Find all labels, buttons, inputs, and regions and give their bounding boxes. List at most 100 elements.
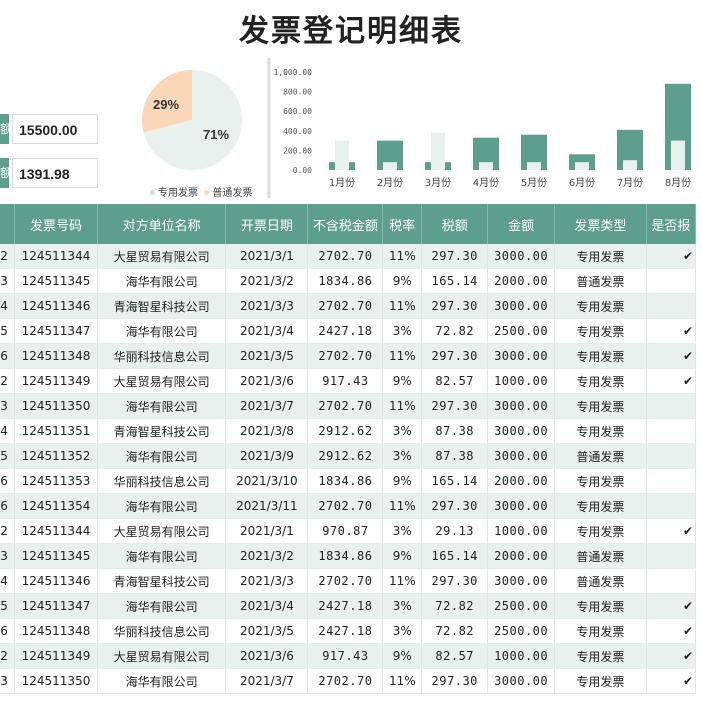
cell-col-counterparty: 海华有限公司 xyxy=(97,318,227,344)
cell-col-tax-rate: 11% xyxy=(382,568,423,594)
pie-slice-normal xyxy=(142,70,192,133)
cell-col-tax-amount: 297.30 xyxy=(421,668,489,694)
table-row[interactable]: 6 124511348 华丽科技信息公司 2021/3/5 2427.18 3% 72.82… xyxy=(0,618,697,644)
cell-col-tax-amount: 72.82 xyxy=(421,618,489,644)
cell-col-seq: 6 xyxy=(0,618,16,644)
cell-col-total-amount: 1000.00 xyxy=(487,518,555,544)
cell-col-reimbursed xyxy=(646,493,697,519)
cell-col-invoice-number: 124511348 xyxy=(14,618,98,644)
table-row[interactable]: 4 124511351 青海智星科技公司 2021/3/8 2912.62 3% 87.38… xyxy=(0,418,697,444)
cell-col-tax-rate: 11% xyxy=(382,293,423,319)
cell-col-tax-amount: 165.14 xyxy=(421,468,489,494)
table-row[interactable]: 3 124511350 海华有限公司 2021/3/7 2702.70 11% 297.30… xyxy=(0,668,697,694)
cell-col-counterparty: 海华有限公司 xyxy=(97,593,227,619)
x-tick-label: 3月份 xyxy=(425,177,451,189)
cell-col-issue-date: 2021/3/10 xyxy=(225,468,309,494)
cell-col-seq: 3 xyxy=(0,668,16,694)
bar-series1-0 xyxy=(335,140,349,170)
cell-col-seq: 6 xyxy=(0,493,16,519)
header-col-reimbursed[interactable]: 是否报 xyxy=(646,204,697,244)
table-row[interactable]: 4 124511346 青海智星科技公司 2021/3/3 2702.70 11% 297.… xyxy=(0,293,697,319)
cell-col-counterparty: 华丽科技信息公司 xyxy=(97,468,227,494)
cell-col-seq: 2 xyxy=(0,368,16,394)
cell-col-amount-ex-tax: 970.87 xyxy=(307,518,384,544)
table-row[interactable]: 3 124511345 海华有限公司 2021/3/2 1834.86 9% 165.14 2… xyxy=(0,268,697,294)
cell-col-amount-ex-tax: 2427.18 xyxy=(307,593,384,619)
cell-col-counterparty: 青海智星科技公司 xyxy=(97,568,227,594)
pie-label-normal: 29% xyxy=(153,97,179,112)
cell-col-amount-ex-tax: 2702.70 xyxy=(307,393,384,419)
cell-col-amount-ex-tax: 2427.18 xyxy=(307,318,384,344)
cell-col-reimbursed: ✔ xyxy=(646,244,697,269)
y-tick-label: 600.00 xyxy=(283,107,312,116)
cell-col-counterparty: 海华有限公司 xyxy=(97,393,227,419)
cell-col-reimbursed xyxy=(646,418,697,444)
cell-col-tax-rate: 9% xyxy=(382,368,423,394)
header-col-counterparty[interactable]: 对方单位名称 xyxy=(97,204,227,244)
table-row[interactable]: 2 124511349 大星贸易有限公司 2021/3/6 917.43 9% 82.57 1… xyxy=(0,368,697,394)
header-col-tax-amount[interactable]: 税额 xyxy=(421,204,489,244)
cell-col-amount-ex-tax: 917.43 xyxy=(307,643,384,669)
cell-col-invoice-type: 专用发票 xyxy=(554,343,647,369)
monthly-bar-chart: 0.00 200.00 400.00 600.00 800.00 1,000.00 1月份 2… xyxy=(267,58,691,198)
cell-col-tax-amount: 165.14 xyxy=(421,543,489,569)
table-row[interactable]: 2 124511344 大星贸易有限公司 2021/3/1 2702.70 11% 297.… xyxy=(0,244,697,269)
total-tax-label: 额 xyxy=(0,158,9,188)
header-col-invoice-number[interactable]: 发票号码 xyxy=(14,204,98,244)
cell-col-amount-ex-tax: 2912.62 xyxy=(307,418,384,444)
header-col-seq[interactable] xyxy=(0,204,16,244)
cell-col-total-amount: 3000.00 xyxy=(487,443,555,469)
legend-dot-normal-icon xyxy=(204,190,210,195)
cell-col-seq: 5 xyxy=(0,443,16,469)
cell-col-issue-date: 2021/3/2 xyxy=(225,268,309,294)
page-title: 发票登记明细表 xyxy=(239,14,463,49)
table-row[interactable]: 6 124511354 海华有限公司 2021/3/11 2702.70 11% 297.3… xyxy=(0,493,697,519)
cell-col-tax-amount: 165.14 xyxy=(421,268,489,294)
table-row[interactable]: 2 124511344 大星贸易有限公司 2021/3/1 970.87 3% 29.13 1… xyxy=(0,518,697,544)
cell-col-invoice-number: 124511352 xyxy=(14,443,98,469)
cell-col-amount-ex-tax: 2702.70 xyxy=(307,343,384,369)
pie-label-special: 71% xyxy=(203,127,229,142)
cell-col-reimbursed xyxy=(646,443,697,469)
cell-col-amount-ex-tax: 1834.86 xyxy=(307,468,384,494)
table-row[interactable]: 3 124511345 海华有限公司 2021/3/2 1834.86 9% 165.14 2… xyxy=(0,543,697,569)
cell-col-reimbursed: ✔ xyxy=(646,668,697,694)
cell-col-counterparty: 大星贸易有限公司 xyxy=(97,643,227,669)
cell-col-issue-date: 2021/3/4 xyxy=(225,318,309,344)
header-col-invoice-type[interactable]: 发票类型 xyxy=(554,204,647,244)
cell-col-counterparty: 青海智星科技公司 xyxy=(97,418,227,444)
table-row[interactable]: 5 124511352 海华有限公司 2021/3/9 2912.62 3% 87.38 30… xyxy=(0,443,697,469)
table-row[interactable]: 6 124511353 华丽科技信息公司 2021/3/10 1834.86 9% 165.… xyxy=(0,468,697,494)
cell-col-total-amount: 3000.00 xyxy=(487,418,555,444)
cell-col-total-amount: 3000.00 xyxy=(487,493,555,519)
table-row[interactable]: 3 124511350 海华有限公司 2021/3/7 2702.70 11% 297.30… xyxy=(0,393,697,419)
header-col-amount-ex-tax[interactable]: 不含税金额 xyxy=(307,204,384,244)
cell-col-amount-ex-tax: 2702.70 xyxy=(307,568,384,594)
cell-col-total-amount: 2500.00 xyxy=(487,593,555,619)
cell-col-total-amount: 1000.00 xyxy=(487,368,555,394)
table-row[interactable]: 5 124511347 海华有限公司 2021/3/4 2427.18 3% 72.82 25… xyxy=(0,593,697,619)
cell-col-amount-ex-tax: 2702.70 xyxy=(307,293,384,319)
header-col-tax-rate[interactable]: 税率 xyxy=(382,204,423,244)
table-row[interactable]: 2 124511349 大星贸易有限公司 2021/3/6 917.43 9% 82.57 1… xyxy=(0,643,697,669)
table-row[interactable]: 6 124511348 华丽科技信息公司 2021/3/5 2702.70 11% 297.… xyxy=(0,343,697,369)
cell-col-total-amount: 2000.00 xyxy=(487,468,555,494)
x-tick-label: 4月份 xyxy=(473,177,499,189)
cell-col-seq: 6 xyxy=(0,468,16,494)
cell-col-invoice-type: 专用发票 xyxy=(554,418,647,444)
cell-col-tax-rate: 11% xyxy=(382,343,423,369)
table-row[interactable]: 4 124511346 青海智星科技公司 2021/3/3 2702.70 11% 297.… xyxy=(0,568,697,594)
table-row[interactable]: 5 124511347 海华有限公司 2021/3/4 2427.18 3% 72.82 25… xyxy=(0,318,697,344)
cell-col-tax-rate: 3% xyxy=(382,618,423,644)
cell-col-invoice-type: 专用发票 xyxy=(554,393,647,419)
header-col-issue-date[interactable]: 开票日期 xyxy=(225,204,309,244)
cell-col-total-amount: 2000.00 xyxy=(487,268,555,294)
cell-col-invoice-type: 普通发票 xyxy=(554,268,647,294)
cell-col-invoice-number: 124511353 xyxy=(14,468,98,494)
cell-col-seq: 3 xyxy=(0,543,16,569)
cell-col-reimbursed: ✔ xyxy=(646,318,697,344)
cell-col-reimbursed xyxy=(646,393,697,419)
header-col-total-amount[interactable]: 金额 xyxy=(487,204,555,244)
cell-col-tax-rate: 11% xyxy=(382,393,423,419)
bar-series1-2 xyxy=(431,132,445,170)
